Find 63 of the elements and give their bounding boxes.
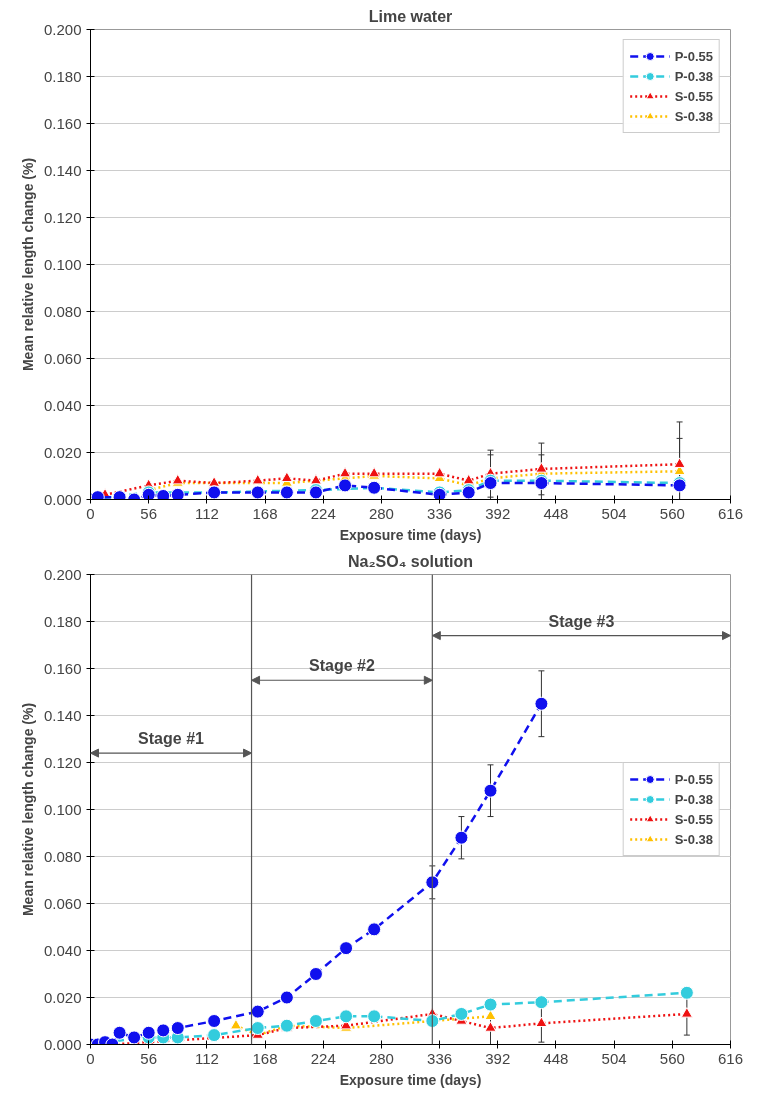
- annotation: Stage #2: [309, 657, 375, 675]
- y-tick-label: 0.060: [43, 349, 82, 367]
- y-tick-label: 0.020: [43, 988, 82, 1006]
- y-tick-label: 0.040: [43, 396, 82, 414]
- x-tick-label: 56: [140, 504, 158, 522]
- y-tick-label: 0.200: [43, 565, 82, 583]
- x-tick-label: 616: [717, 1049, 744, 1067]
- annotation: Stage #3: [548, 612, 615, 630]
- y-tick-label: 0.100: [43, 800, 82, 818]
- x-tick-label: 224: [310, 1049, 336, 1067]
- y-tick-label: 0.000: [43, 490, 82, 508]
- legend-label: S-0.38: [674, 831, 713, 847]
- x-tick-label: 168: [252, 504, 278, 522]
- x-tick-label: 56: [140, 1049, 158, 1067]
- y-tick-label: 0.120: [43, 208, 82, 226]
- x-tick-label: 392: [485, 1049, 511, 1067]
- y-tick-label: 0.040: [43, 941, 82, 959]
- chart-title: Na₂SO₄ solution: [348, 552, 473, 570]
- y-tick-label: 0.080: [43, 847, 82, 865]
- x-tick-label: 336: [427, 1049, 453, 1067]
- x-tick-label: 448: [543, 504, 569, 522]
- y-axis-title: Mean relative length change (%): [19, 157, 36, 372]
- x-tick-label: 168: [252, 1049, 278, 1067]
- y-tick-label: 0.160: [43, 114, 82, 132]
- x-tick-label: 448: [543, 1049, 569, 1067]
- legend-label: P-0.38: [674, 68, 713, 84]
- x-axis-title: Exposure time (days): [339, 1071, 482, 1088]
- y-tick-label: 0.000: [43, 1035, 82, 1053]
- x-tick-label: 0: [86, 504, 95, 522]
- y-tick-label: 0.140: [43, 161, 82, 179]
- x-tick-label: 504: [601, 504, 627, 522]
- x-tick-label: 112: [194, 504, 219, 522]
- legend-label: S-0.55: [674, 88, 713, 104]
- x-axis-title: Exposure time (days): [339, 526, 482, 543]
- x-tick-label: 392: [485, 504, 511, 522]
- x-tick-label: 560: [659, 1049, 685, 1067]
- annotation: Stage #1: [138, 730, 205, 748]
- y-tick-label: 0.160: [43, 659, 82, 677]
- y-tick-label: 0.020: [43, 443, 82, 461]
- y-tick-label: 0.140: [43, 706, 82, 724]
- y-tick-label: 0.100: [43, 255, 82, 273]
- chart-title: Lime water: [368, 7, 453, 25]
- legend-label: S-0.38: [674, 108, 713, 124]
- legend-label: S-0.55: [674, 811, 713, 827]
- y-tick-label: 0.060: [43, 894, 82, 912]
- y-tick-label: 0.180: [43, 67, 82, 85]
- legend-label: P-0.38: [674, 791, 713, 807]
- x-tick-label: 224: [310, 504, 336, 522]
- y-tick-label: 0.200: [43, 20, 82, 38]
- y-tick-label: 0.120: [43, 753, 82, 771]
- y-tick-label: 0.080: [43, 302, 82, 320]
- x-tick-label: 280: [368, 504, 394, 522]
- legend-label: P-0.55: [674, 48, 713, 64]
- x-tick-label: 0: [86, 1049, 95, 1067]
- x-tick-label: 616: [717, 504, 744, 522]
- y-axis-title: Mean relative length change (%): [19, 702, 36, 917]
- x-tick-label: 280: [368, 1049, 394, 1067]
- x-tick-label: 112: [194, 1049, 219, 1067]
- legend-label: P-0.55: [674, 771, 713, 787]
- x-tick-label: 504: [601, 1049, 627, 1067]
- y-tick-label: 0.180: [43, 612, 82, 630]
- x-tick-label: 560: [659, 504, 685, 522]
- x-tick-label: 336: [427, 504, 453, 522]
